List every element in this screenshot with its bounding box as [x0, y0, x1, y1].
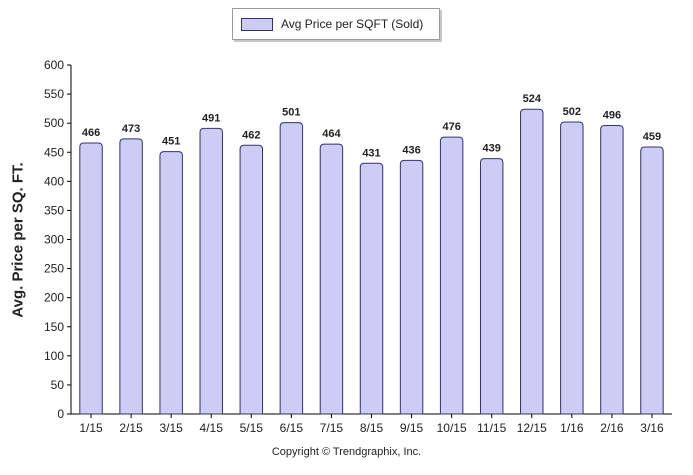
x-tick-label: 7/15 — [320, 421, 344, 435]
x-tick-label: 4/15 — [200, 421, 224, 435]
x-tick-label: 5/15 — [240, 421, 264, 435]
bar-value-label: 476 — [442, 121, 460, 133]
y-tick-label: 50 — [51, 378, 65, 392]
x-tick-label: 12/15 — [517, 421, 547, 435]
bar-value-label: 524 — [523, 93, 542, 105]
x-tick-label: 1/15 — [79, 421, 103, 435]
bar-value-label: 473 — [122, 123, 140, 135]
y-tick-label: 100 — [44, 349, 64, 363]
bar — [79, 142, 103, 415]
x-tick-label: 3/16 — [640, 421, 664, 435]
bar — [640, 146, 664, 415]
bar — [399, 159, 424, 415]
bar-value-label: 464 — [322, 128, 341, 140]
x-tick-label: 8/15 — [360, 421, 384, 435]
y-tick-label: 550 — [44, 87, 64, 101]
bar — [560, 121, 584, 415]
x-tick-label: 2/16 — [600, 421, 624, 435]
y-tick-label: 200 — [44, 291, 64, 305]
bar — [319, 143, 344, 415]
x-tick-label: 6/15 — [280, 421, 304, 435]
y-axis-label: Avg. Price per SQ. FT. — [9, 162, 27, 318]
bar-value-label: 491 — [202, 112, 220, 124]
y-tick-label: 350 — [44, 203, 64, 217]
bar — [439, 136, 464, 415]
bar-value-label: 496 — [603, 109, 621, 121]
bar — [239, 144, 264, 415]
bar-value-label: 502 — [563, 106, 581, 118]
y-tick-label: 500 — [44, 116, 64, 130]
bar — [279, 122, 304, 415]
x-tick-label: 10/15 — [437, 421, 467, 435]
y-tick-label: 600 — [44, 58, 64, 72]
bar-value-label: 459 — [643, 131, 661, 143]
legend: Avg Price per SQFT (Sold) — [232, 8, 440, 40]
bar-value-label: 436 — [402, 144, 420, 156]
copyright-footer: Copyright © Trendgraphix, Inc. — [271, 446, 422, 458]
bar-value-label: 451 — [162, 136, 180, 148]
y-tick-label: 150 — [44, 320, 64, 334]
bar-value-label: 431 — [362, 147, 380, 159]
bar — [600, 124, 624, 415]
x-tick-label: 3/15 — [159, 421, 183, 435]
y-tick-label: 450 — [44, 145, 64, 159]
bar-value-label: 439 — [483, 143, 501, 155]
x-tick-label: 9/15 — [400, 421, 424, 435]
bar-value-label: 501 — [282, 107, 300, 119]
bar-value-label: 462 — [242, 129, 260, 141]
bar — [520, 108, 544, 415]
bar — [359, 162, 384, 415]
bar — [119, 138, 143, 415]
legend-swatch — [241, 17, 273, 31]
bar — [199, 127, 223, 415]
x-tick-label: 2/15 — [119, 421, 143, 435]
y-tick-label: 250 — [44, 262, 64, 276]
x-tick-label: 1/16 — [560, 421, 584, 435]
bar — [159, 151, 183, 415]
y-tick-label: 300 — [44, 233, 64, 247]
x-tick-label: 11/15 — [477, 421, 506, 435]
bar — [479, 158, 504, 415]
y-tick-label: 0 — [57, 407, 64, 421]
legend-label: Avg Price per SQFT (Sold) — [281, 17, 424, 31]
bar-value-label: 466 — [82, 127, 100, 139]
y-tick-label: 400 — [44, 174, 64, 188]
